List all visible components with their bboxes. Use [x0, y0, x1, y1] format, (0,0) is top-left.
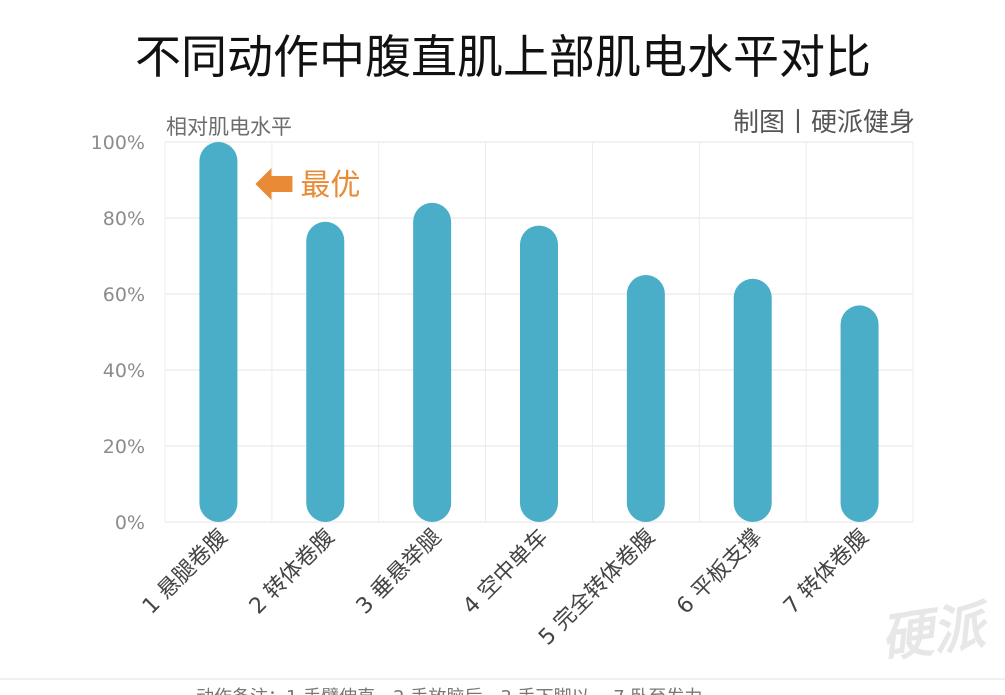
bar: 6 平板支撑: 64%: [733, 278, 772, 522]
y-tick-label: 100%: [91, 132, 145, 154]
bar: 4 空中单车: 78%: [520, 225, 558, 522]
footer-note: 动作备注：1 手臂伸直，2 手放脑后，3 手下脚以… 7 卧至发力: [196, 687, 702, 695]
bar: 1 悬腿卷腹: 100%: [199, 142, 238, 522]
grid: [164, 141, 914, 523]
bar: 5 完全转体卷腹: 65%: [626, 275, 665, 522]
y-axis-ticks: 0% 20% 40% 60% 80% 100%: [91, 132, 145, 534]
bar: 2 转体卷腹: 79%: [306, 221, 345, 523]
x-category-label: 4 空中单车: [458, 525, 553, 620]
x-category-label: 3 垂悬举腿: [352, 525, 447, 620]
x-category-label: 5 完全转体卷腹: [534, 525, 660, 651]
watermark: 硬派: [877, 595, 995, 670]
best-annotation: 最优: [255, 168, 360, 203]
bar: 3 垂悬举腿: 84%: [413, 202, 452, 523]
y-tick-label: 0%: [115, 512, 145, 534]
bar: 7 转体卷腹: 57%: [840, 305, 879, 522]
x-category-label: 7 转体卷腹: [779, 525, 874, 620]
x-category-label: 1 悬腿卷腹: [138, 525, 233, 620]
y-tick-label: 80%: [103, 208, 145, 230]
best-label: 最优: [300, 168, 360, 203]
y-axis-label: 相对肌电水平: [166, 115, 292, 139]
x-category-label: 6 平板支撑: [672, 525, 767, 620]
y-tick-label: 20%: [103, 436, 145, 458]
x-category-label: 2 转体卷腹: [245, 525, 340, 620]
y-tick-label: 60%: [103, 284, 145, 306]
chart-title: 不同动作中腹直肌上部肌电水平对比: [135, 30, 871, 84]
y-tick-label: 40%: [103, 360, 145, 382]
arrow-left-icon: [255, 168, 293, 200]
credit-label: 制图丨硬派健身: [733, 108, 915, 138]
bars: 1 悬腿卷腹: 100% 2 转体卷腹: 79% 3 垂悬举腿: 84% 4 空中单车…: [199, 142, 879, 523]
